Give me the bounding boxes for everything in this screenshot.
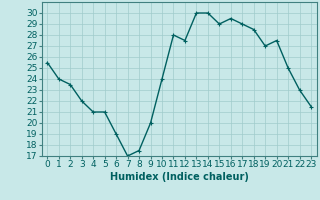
X-axis label: Humidex (Indice chaleur): Humidex (Indice chaleur)	[110, 172, 249, 182]
